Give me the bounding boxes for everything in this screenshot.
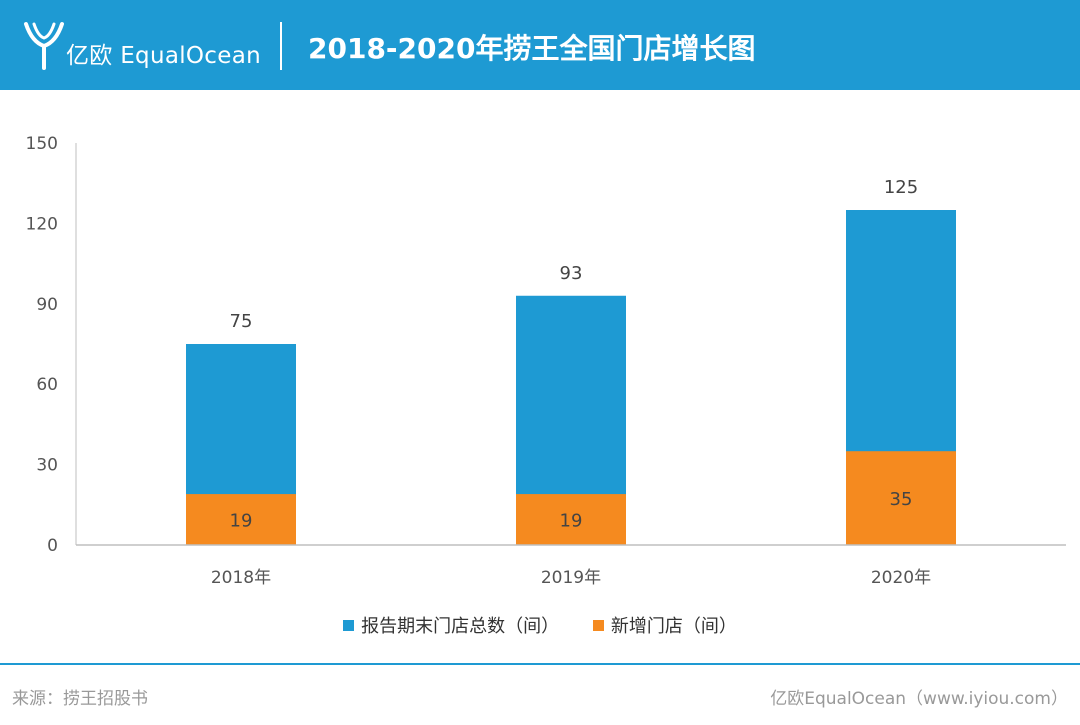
data-label-total-1: 93 — [560, 263, 583, 284]
legend-item-new: 新增门店（间） — [592, 612, 737, 638]
chart-legend: 报告期末门店总数（间） 新增门店（间） — [0, 612, 1080, 638]
page-title: 2018-2020年捞王全国门店增长图 — [308, 32, 756, 65]
x-tick-label: 2019年 — [541, 568, 601, 588]
data-label-total-0: 75 — [230, 311, 253, 332]
footer-divider — [0, 663, 1080, 665]
data-label-new-2: 35 — [890, 489, 913, 510]
credit-note: 亿欧EqualOcean（www.iyiou.com） — [770, 689, 1068, 709]
equalocean-logo-icon — [24, 22, 64, 70]
bar-new-1 — [516, 494, 626, 545]
y-tick-label: 0 — [47, 536, 58, 556]
legend-swatch-new — [592, 619, 604, 631]
source-note: 来源：捞王招股书 — [12, 689, 148, 709]
data-label-new-1: 19 — [560, 511, 583, 532]
y-tick-label: 60 — [36, 375, 58, 395]
header-banner: 亿欧 EqualOcean 2018-2020年捞王全国门店增长图 — [0, 0, 1080, 90]
legend-swatch-total — [343, 619, 355, 631]
y-tick-label: 120 — [26, 214, 58, 234]
x-tick-label: 2018年 — [211, 568, 271, 588]
legend-label-new: 新增门店（间） — [610, 616, 737, 637]
logo-text: 亿欧 EqualOcean — [66, 43, 261, 69]
y-tick-label: 150 — [26, 134, 58, 154]
legend-label-total: 报告期末门店总数（间） — [361, 616, 560, 637]
x-tick-label: 2020年 — [871, 568, 931, 588]
bar-new-2 — [846, 451, 956, 545]
legend-item-total: 报告期末门店总数（间） — [343, 612, 559, 638]
data-label-new-0: 19 — [230, 511, 253, 532]
header-divider — [280, 22, 282, 70]
data-label-total-2: 125 — [884, 177, 918, 198]
y-tick-label: 90 — [36, 295, 58, 315]
stacked-bar-chart: 0 30 60 90 120 150 75 19 2018年 93 19 2019年 125 35 2020… — [26, 134, 1066, 588]
y-tick-label: 30 — [36, 456, 58, 476]
bar-new-0 — [186, 494, 296, 545]
